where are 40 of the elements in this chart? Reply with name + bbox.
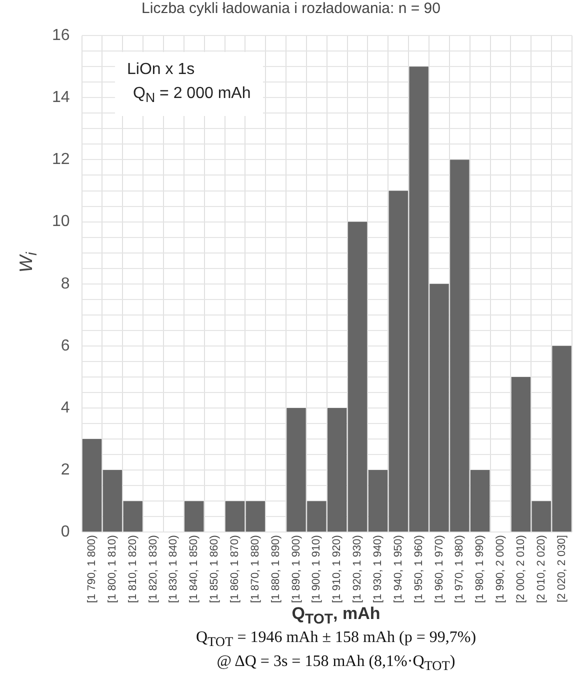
x-tick-label: [1 900, 1 910) [310, 535, 323, 604]
text: @ ΔQ = 3s = 158 mAh (8,1%·Q$_{TOT}$) [216, 652, 456, 675]
x-tick-label: [1 890, 1 900) [290, 535, 302, 604]
x-tick-label: [2 000, 2 010) [514, 535, 527, 604]
x-tick-label: [1 920, 1 930) [352, 535, 364, 604]
x-tick-label: [1 800, 1 810) [106, 535, 118, 604]
x-axis-title: Q$_{TOT}$, mAh [290, 604, 382, 628]
x-tick-label: [1 840, 1 850) [188, 535, 200, 604]
x-tick-label: [2 010, 2 020) [535, 535, 548, 604]
y-tick-label: 10 [52, 213, 70, 230]
x-tick-label: [1 820, 1 830) [147, 535, 160, 604]
y-tick-label: 4 [60, 399, 70, 416]
x-tick-label: [2 020, 2 030] [556, 535, 568, 602]
annotation: LiOn x 1s [127, 60, 196, 80]
x-tick-label: [1 970, 1 980) [454, 535, 466, 604]
x-tick-label: [1 860, 1 870) [229, 535, 242, 604]
chart-title: Liczba cykli ładowania i rozładowania: n = 90 [140, 0, 442, 18]
y-tick-label: 6 [60, 337, 70, 354]
y-tick-label: 12 [52, 151, 70, 168]
x-tick-label: [1 850, 1 860) [208, 535, 221, 604]
y-tick-label: 8 [60, 275, 70, 292]
y-tick-label: 2 [60, 461, 70, 478]
bar [184, 501, 204, 532]
x-tick-label: [1 990, 2 000) [494, 535, 507, 604]
y-tick-label: 14 [52, 89, 70, 106]
y-tick-label: 16 [52, 27, 70, 44]
annotation: Q$_{N}$ = 2 000 mAh [132, 84, 251, 108]
x-tick-label: [1 940, 1 950) [392, 535, 404, 604]
x-tick-label: [1 830, 1 840) [168, 535, 180, 604]
x-tick-label: [1 950, 1 960) [412, 535, 425, 604]
x-tick-label: [1 880, 1 890) [270, 535, 282, 604]
x-tick-label: [1 930, 1 940) [372, 535, 384, 604]
y-tick-label: 0 [60, 524, 70, 541]
x-tick-label: [1 870, 1 880) [249, 535, 262, 604]
x-tick-label: [1 960, 1 970) [433, 535, 446, 604]
x-tick-label: [1 790, 1 800) [86, 535, 98, 604]
x-tick-label: [1 910, 1 920) [331, 535, 344, 604]
x-tick-label: [1 810, 1 820) [126, 535, 139, 604]
x-tick-label: [1 980, 1 990) [474, 535, 486, 604]
text: Q$_{TOT}$ = 1946 mAh ± 158 mAh (p = 99,7%) [194, 628, 478, 652]
